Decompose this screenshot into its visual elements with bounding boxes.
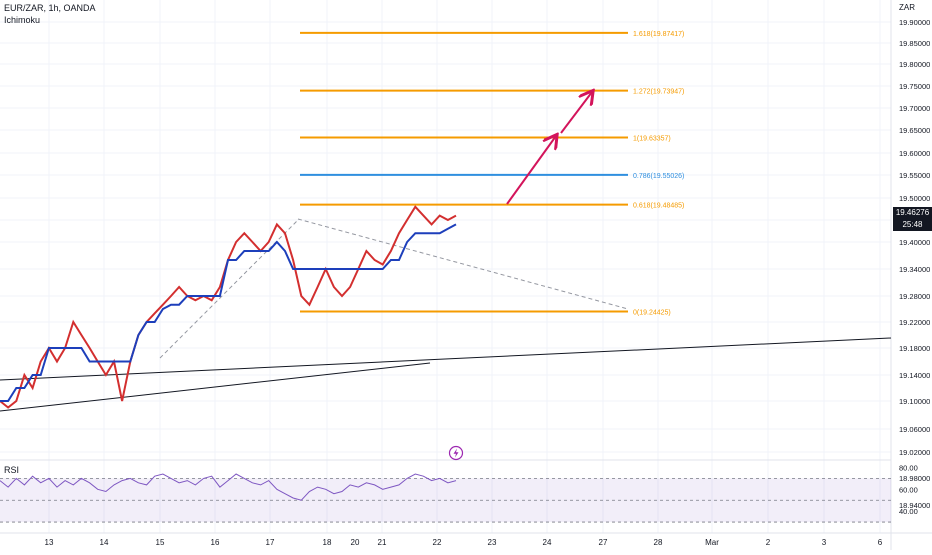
lightning-icon[interactable] (448, 445, 464, 461)
x-tick-label: 13 (45, 538, 54, 547)
rsi-level-label: 60.00 (899, 485, 918, 494)
fib-level-label: 0.618(19.48485) (633, 203, 684, 210)
y-tick-label: 19.10000 (899, 397, 930, 406)
y-tick-label: 19.90000 (899, 18, 930, 27)
y-tick-label: 19.14000 (899, 371, 930, 380)
y-axis-ticks: 19.90000 19.85000 19.80000 19.75000 19.70000… (899, 18, 930, 510)
dashed-trendline-1 (297, 218, 629, 310)
trendlines[interactable] (0, 218, 892, 412)
y-tick-label: 19.06000 (899, 425, 930, 434)
rsi-level-label: 80.00 (899, 463, 918, 472)
y-tick-label: 19.28000 (899, 292, 930, 301)
projection-arrow-1 (506, 136, 556, 205)
y-tick-label: 19.34000 (899, 265, 930, 274)
support-trendline-1 (0, 337, 892, 381)
x-tick-label: 6 (878, 538, 883, 547)
x-tick-label: 28 (654, 538, 663, 547)
y-tick-label: 19.02000 (899, 448, 930, 457)
support-trendline-2 (0, 362, 431, 412)
projection-arrows[interactable] (506, 92, 592, 205)
baseline-line (0, 223, 457, 402)
price-line (0, 205, 457, 409)
last-price-value: 19.46276 (895, 208, 930, 217)
x-tick-label: 14 (100, 538, 109, 547)
y-tick-label: 19.18000 (899, 344, 930, 353)
y-tick-label: 18.98000 (899, 474, 930, 483)
rsi-level-label: 40.00 (899, 507, 918, 516)
fibonacci-levels[interactable]: 1.618(19.87417) 1.272(19.73947) 1(19.63357… (300, 31, 684, 317)
x-tick-label: Mar (705, 538, 719, 547)
indicator-label[interactable]: Ichimoku (4, 15, 41, 25)
x-axis-ticks: 13 14 15 16 17 18 20 21 22 23 24 27 28 Mar 2 3 6 (45, 538, 883, 547)
rsi-label[interactable]: RSI (4, 465, 20, 475)
series-lines (0, 205, 457, 409)
y-tick-label: 19.55000 (899, 171, 930, 180)
x-tick-label: 16 (211, 538, 220, 547)
fib-level-label: 0(19.24425) (633, 309, 671, 316)
rsi-panel: 80.00 60.00 40.00 (0, 463, 918, 523)
countdown-timer: 25:48 (902, 220, 923, 229)
currency-label: ZAR (899, 3, 915, 12)
x-tick-label: 18 (323, 538, 332, 547)
x-tick-label: 23 (488, 538, 497, 547)
rsi-line (0, 473, 457, 501)
y-tick-label: 19.22000 (899, 318, 930, 327)
x-tick-label: 2 (766, 538, 771, 547)
last-price-badge: 19.46276 25:48 (893, 207, 932, 231)
y-tick-label: 19.40000 (899, 238, 930, 247)
x-tick-label: 21 (378, 538, 387, 547)
y-tick-label: 19.60000 (899, 149, 930, 158)
y-tick-label: 18.94000 (899, 501, 930, 510)
x-tick-label: 27 (599, 538, 608, 547)
symbol-title[interactable]: EUR/ZAR, 1h, OANDA (4, 3, 96, 13)
fib-level-label: 1.618(19.87417) (633, 31, 684, 38)
fib-level-label: 1.272(19.73947) (633, 89, 684, 96)
fib-level-label: 0.786(19.55026) (633, 173, 684, 180)
fib-level-label: 1(19.63357) (633, 136, 671, 143)
y-tick-label: 19.80000 (899, 60, 930, 69)
y-tick-label: 19.65000 (899, 126, 930, 135)
x-tick-label: 20 (351, 538, 360, 547)
x-tick-label: 22 (433, 538, 442, 547)
x-tick-label: 17 (266, 538, 275, 547)
y-tick-label: 19.70000 (899, 104, 930, 113)
y-tick-label: 19.85000 (899, 39, 930, 48)
x-tick-label: 15 (156, 538, 165, 547)
y-tick-label: 19.50000 (899, 194, 930, 203)
projection-arrow-2 (560, 92, 592, 134)
x-tick-label: 24 (543, 538, 552, 547)
x-tick-label: 3 (822, 538, 827, 547)
y-tick-label: 19.75000 (899, 82, 930, 91)
